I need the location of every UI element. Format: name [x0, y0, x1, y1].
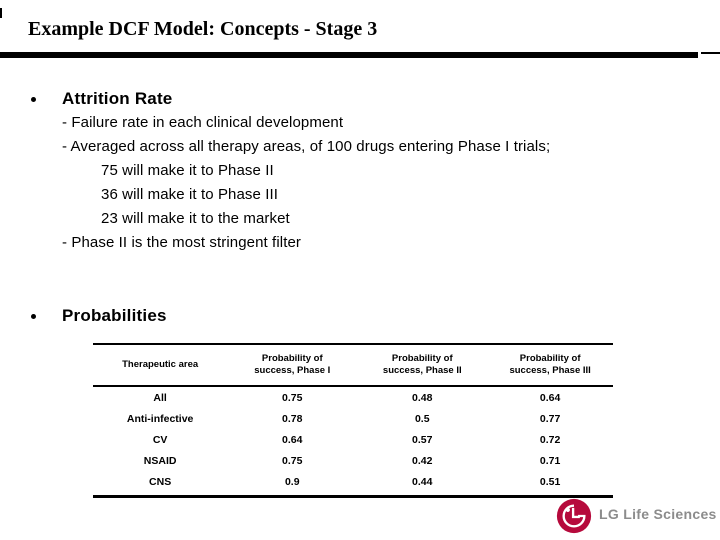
lg-logo: LG Life Sciences	[556, 498, 717, 534]
column-header-therapeutic-area: Therapeutic area	[93, 343, 228, 387]
row-label: CNS	[93, 471, 228, 498]
probabilities-heading: Probabilities	[62, 306, 167, 325]
value-cell: 0.57	[412, 433, 433, 446]
attrition-line: - Failure rate in each clinical developm…	[62, 114, 344, 131]
value-cell: 0.72	[539, 433, 561, 446]
value-cell: 0.71	[539, 454, 561, 467]
table-row: Anti-infective 0.78 0.5 0.77	[93, 408, 613, 429]
value-cell: 0.48	[412, 391, 433, 404]
lg-symbol-icon	[556, 498, 592, 534]
value-cell: 0.64	[539, 391, 561, 404]
value-cell: 0.64	[282, 433, 303, 446]
attrition-line: 36 will make it to Phase III	[101, 186, 279, 203]
page-title: Example DCF Model: Concepts - Stage 3	[28, 18, 378, 40]
row-label: CV	[152, 433, 168, 446]
value-cell: 0.44	[357, 471, 488, 498]
value-cell: 0.78	[282, 412, 303, 425]
title-rule-end	[701, 52, 720, 54]
attrition-line: 23 will make it to the market	[101, 210, 290, 227]
value-cell: 0.75	[282, 391, 303, 404]
row-label: NSAID	[143, 454, 177, 467]
table-row: CNS 0.9 0.44 0.51	[93, 471, 613, 498]
attrition-lines: - Failure rate in each clinical developm…	[62, 111, 550, 255]
attrition-heading: Attrition Rate	[62, 89, 173, 108]
attrition-line: - Phase II is the most stringent filter	[62, 234, 301, 251]
logo-text: LG Life Sciences	[599, 506, 717, 522]
column-header-phase2: Probability of success, Phase II	[357, 343, 488, 387]
table-row: NSAID 0.75 0.42 0.71	[93, 450, 613, 471]
value-cell: 0.9	[227, 471, 358, 498]
value-cell: 0.75	[282, 454, 303, 467]
column-header-phase1: Probability of success, Phase I	[227, 343, 358, 387]
row-label: Anti-infective	[126, 412, 194, 425]
attrition-line: - Averaged across all therapy areas, of …	[62, 138, 551, 155]
bullet-icon	[31, 97, 36, 102]
bullet-icon	[31, 314, 36, 319]
attrition-line: 75 will make it to Phase II	[101, 162, 274, 179]
value-cell: 0.5	[414, 412, 430, 425]
left-edge-tick	[0, 8, 2, 18]
value-cell: 0.77	[539, 412, 561, 425]
table-row: CV 0.64 0.57 0.72	[93, 429, 613, 450]
table-header-row: Therapeutic area Probability of success,…	[93, 343, 613, 387]
column-header-phase3: Probability of success, Phase III	[487, 343, 613, 387]
value-cell: 0.51	[487, 471, 613, 498]
table-row: All 0.75 0.48 0.64	[93, 386, 613, 408]
row-label: All	[153, 391, 167, 404]
value-cell: 0.42	[412, 454, 433, 467]
probabilities-table: Therapeutic area Probability of success,…	[93, 343, 613, 498]
title-rule	[0, 52, 698, 58]
